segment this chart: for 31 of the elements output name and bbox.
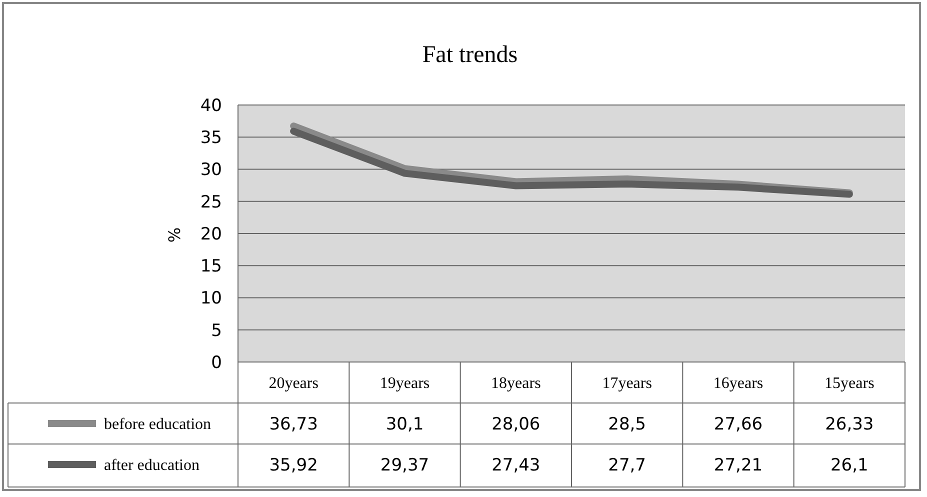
x-tick-label: 15years (824, 375, 874, 392)
y-tick-label: 5 (211, 320, 222, 341)
x-tick-label: 18years (491, 375, 541, 392)
data-label: 27,21 (714, 455, 763, 476)
x-tick-label: 19years (380, 375, 430, 392)
data-label: 28,06 (492, 414, 540, 434)
data-label: 30,1 (386, 414, 424, 434)
y-tick-label: 30 (200, 160, 222, 180)
y-tick-label: 40 (200, 96, 222, 116)
legend-label: before education (104, 416, 212, 434)
y-tick-label: 10 (200, 288, 222, 309)
data-label: 26,1 (830, 455, 868, 476)
data-label: 35,92 (269, 455, 318, 476)
data-label: 27,66 (714, 414, 763, 434)
data-label: 29,37 (380, 455, 430, 476)
y-tick-label: 20 (200, 224, 222, 244)
x-tick-label: 17years (602, 375, 652, 392)
x-tick-label: 16years (713, 375, 764, 392)
y-tick-label: 15 (200, 256, 222, 277)
data-label: 36,73 (269, 414, 318, 434)
chart-title: Fat trends (422, 42, 518, 68)
data-label: 27,43 (492, 455, 540, 476)
y-axis-title: % (165, 227, 184, 243)
x-tick-label: 20years (268, 375, 318, 392)
data-label: 28,5 (608, 414, 646, 434)
y-tick-label: 35 (200, 128, 222, 148)
data-label: 26,33 (825, 414, 874, 434)
legend-label: after education (104, 457, 200, 474)
data-label: 27,7 (608, 455, 646, 476)
y-tick-label: 25 (200, 192, 222, 212)
y-tick-label: 0 (211, 352, 222, 373)
